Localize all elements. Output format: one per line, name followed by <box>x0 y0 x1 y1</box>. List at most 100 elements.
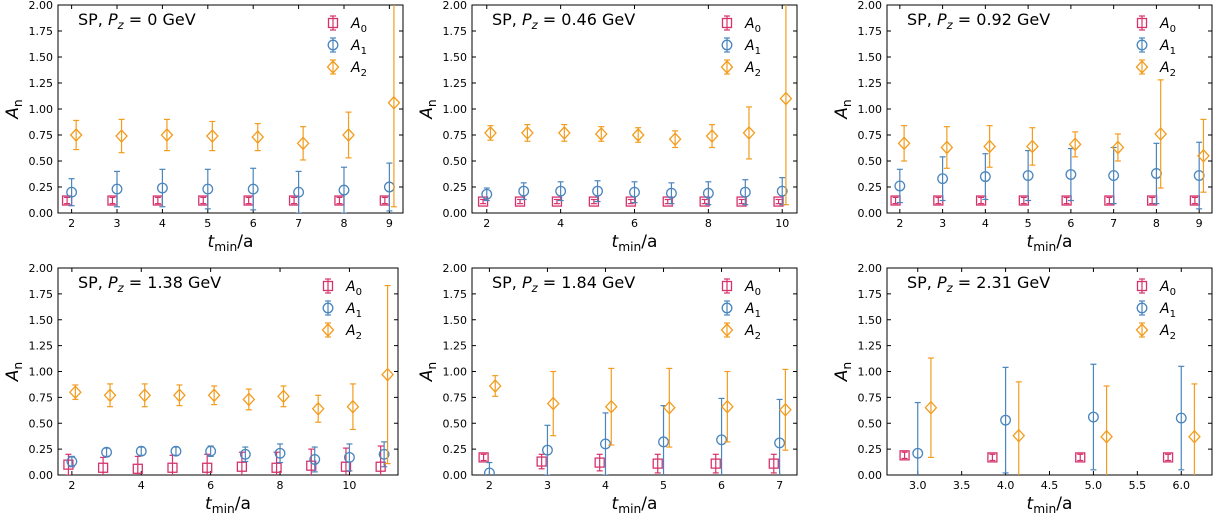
data-point-A0 <box>710 458 721 469</box>
data-point-A1 <box>170 445 182 457</box>
x-tick-label: 6 <box>718 479 725 492</box>
data-point-A2 <box>342 128 355 142</box>
data-point-A1 <box>600 438 611 450</box>
data-point-A2 <box>484 125 497 140</box>
y-axis-label: An <box>832 362 854 382</box>
y-tick-label: 0.00 <box>443 469 468 482</box>
data-point-A2 <box>68 385 82 400</box>
y-axis-label-group: An <box>3 99 25 119</box>
y-axis-label: An <box>417 99 439 119</box>
data-point-A2 <box>1111 140 1125 155</box>
data-point-A1 <box>979 171 991 183</box>
y-axis-label: An <box>832 99 854 119</box>
data-point-A0 <box>132 463 143 474</box>
data-point-A0 <box>625 196 636 207</box>
data-point-A1 <box>135 445 147 457</box>
x-tick-label: 3.5 <box>953 479 971 492</box>
data-point-A0 <box>594 457 605 468</box>
legend-item: A2 <box>1135 59 1176 79</box>
data-layer <box>61 5 401 213</box>
x-tick-label: 8 <box>277 479 284 492</box>
x-tick-label: 6.0 <box>1173 479 1191 492</box>
data-point-A0 <box>736 196 747 207</box>
legend-label: A2 <box>350 60 367 79</box>
y-tick-label: 0.00 <box>29 469 54 482</box>
data-point-A2 <box>720 399 734 414</box>
legend-item: A1 <box>1136 300 1176 320</box>
legend-item: A0 <box>327 15 367 35</box>
x-tick-label: 5 <box>660 479 667 492</box>
legend-marker <box>321 323 335 337</box>
x-tick-label: 5 <box>204 217 211 230</box>
legend-item: A0 <box>721 278 761 298</box>
legend-item: A1 <box>322 300 362 320</box>
legend-marker <box>1135 60 1149 74</box>
x-tick-label: 5.0 <box>1085 479 1103 492</box>
y-tick-label: 1.25 <box>443 340 468 353</box>
x-tick-label: 3 <box>544 479 551 492</box>
data-point-A2 <box>138 388 152 403</box>
data-point-A1 <box>239 448 251 460</box>
y-tick-label: 1.00 <box>443 103 468 116</box>
x-tick-label: 9 <box>1196 217 1203 230</box>
data-point-A0 <box>202 462 213 473</box>
panel-4: 0.00 0.25 0.50 0.75 1.00 1.25 1.50 1.75 2.00 2 4 6 8… <box>3 262 399 516</box>
data-point-A1 <box>483 467 495 475</box>
data-point-A2 <box>103 388 117 403</box>
data-point-A2 <box>668 132 682 147</box>
data-point-A2 <box>742 125 756 140</box>
data-point-A2 <box>160 128 174 142</box>
data-point-A1 <box>205 445 217 457</box>
data-point-A1 <box>1022 170 1034 182</box>
data-point-A2 <box>662 400 676 415</box>
legend-label: A2 <box>1159 60 1176 79</box>
plot-frame <box>471 267 798 476</box>
data-point-A2 <box>1068 137 1082 152</box>
data-point-A2 <box>1026 139 1039 154</box>
legend-item: A1 <box>721 300 761 320</box>
x-tick-label: 7 <box>295 217 302 230</box>
data-point-A2 <box>488 379 502 393</box>
data-point-A2 <box>1188 429 1201 444</box>
data-point-A1 <box>1108 170 1120 182</box>
data-point-A2 <box>69 128 83 142</box>
legend-marker <box>1136 302 1148 314</box>
data-point-A0 <box>652 458 663 469</box>
legend-label: A1 <box>345 301 362 320</box>
data-point-A2 <box>924 400 938 415</box>
x-tick-label: 4 <box>159 217 166 230</box>
data-point-A2 <box>1100 429 1113 444</box>
y-tick-label: 1.50 <box>29 51 54 64</box>
legend-label: A2 <box>744 60 761 79</box>
x-tick-label: 3 <box>114 217 121 230</box>
y-tick-label: 0.75 <box>858 391 883 404</box>
legend-label: A2 <box>345 323 362 342</box>
y-tick-label: 2.00 <box>29 262 54 275</box>
x-tick-label: 4 <box>602 479 609 492</box>
legend-marker <box>326 60 340 74</box>
x-tick-label: 3 <box>939 217 946 230</box>
data-point-A2 <box>205 129 219 144</box>
data-point-A0 <box>306 460 317 471</box>
panel-2: 0.00 0.25 0.50 0.75 1.00 1.25 1.50 1.75 2.00 2 4 6 8… <box>417 0 798 254</box>
y-tick-label: 1.25 <box>29 340 54 353</box>
y-tick-label: 0.25 <box>858 181 883 194</box>
legend-item: A2 <box>720 322 761 342</box>
data-point-A1 <box>66 456 78 467</box>
data-point-A2 <box>311 401 325 416</box>
legend-item: A0 <box>1136 15 1176 35</box>
data-point-A2 <box>381 367 394 382</box>
data-point-A2 <box>546 396 560 411</box>
x-axis-label: tmin/a <box>205 494 251 516</box>
data-point-A0 <box>97 462 109 473</box>
y-tick-label: 1.75 <box>443 25 468 38</box>
data-point-A1 <box>739 186 751 198</box>
y-tick-label: 0.75 <box>29 129 54 142</box>
data-point-A0 <box>975 195 987 206</box>
data-point-A1 <box>378 448 390 460</box>
legend-item: A1 <box>1136 37 1176 57</box>
data-point-A1 <box>111 183 123 195</box>
data-point-A0 <box>1162 452 1174 463</box>
legend-item: A2 <box>321 322 362 342</box>
